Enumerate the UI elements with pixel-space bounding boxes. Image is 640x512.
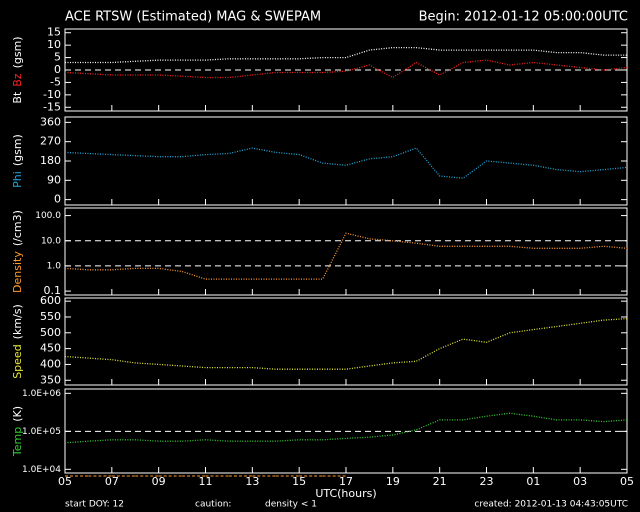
y-axis-label-part: Bz: [11, 73, 24, 87]
x-tick-label: 01: [526, 475, 540, 488]
y-tick-label: -5: [50, 75, 61, 88]
y-tick-label: 1.0E+04: [22, 465, 61, 475]
y-tick-label: 1.0E+06: [22, 389, 61, 399]
panel-frame: [64, 207, 628, 296]
series-line: [65, 46, 627, 64]
x-tick-label: 05: [620, 475, 634, 488]
series-line: [64, 232, 628, 280]
panel-frame: [64, 297, 628, 386]
y-tick-label: 0.1: [44, 284, 62, 297]
x-tick-label: 19: [386, 475, 400, 488]
caution: caution:: [195, 500, 231, 510]
panel-frame: [64, 116, 628, 206]
y-tick-label: 500: [40, 326, 61, 339]
y-axis-label-part: (gsm): [11, 36, 24, 68]
begin-time: Begin: 2012-01-12 05:00:00UTC: [419, 10, 628, 25]
y-tick-label: -10: [43, 88, 61, 101]
y-tick-label: 0: [54, 193, 61, 206]
y-tick-label: 600: [40, 294, 61, 307]
y-axis-label-part: (/cm3): [11, 210, 24, 246]
series-line: [64, 59, 628, 79]
x-tick-label: 03: [573, 475, 587, 488]
y-axis-label: Speed (km/s): [11, 304, 24, 379]
x-tick-label: 05: [58, 475, 72, 488]
y-axis-label-part: Bt: [11, 91, 24, 104]
y-axis-label-part: (km/s): [11, 304, 24, 339]
y-axis-label: Phi (gsm): [11, 134, 24, 188]
y-axis-label-part: Speed: [11, 344, 24, 378]
y-tick-label: 10: [47, 38, 61, 51]
y-tick-label: -15: [43, 100, 61, 113]
series-line: [64, 317, 628, 370]
y-axis-label-part: Density: [11, 251, 24, 293]
x-axis-label: UTC(hours): [315, 487, 376, 500]
y-tick-label: 550: [40, 310, 61, 323]
y-tick-label: 180: [40, 154, 61, 167]
y-axis-label: Bt Bz (gsm): [11, 36, 24, 103]
y-tick-label: 0: [54, 63, 61, 76]
y-tick-label: 5: [54, 51, 61, 64]
x-tick-label: 11: [199, 475, 213, 488]
title: ACE RTSW (Estimated) MAG & SWEPAM: [65, 10, 321, 25]
y-tick-label: 15: [47, 26, 61, 39]
y-tick-label: 10.0: [41, 236, 61, 246]
y-axis-label-part: Temp: [11, 427, 24, 457]
x-tick-label: 17: [339, 475, 353, 488]
series-line: [64, 147, 628, 179]
y-tick-label: 350: [40, 373, 61, 386]
y-tick-label: 270: [40, 135, 61, 148]
y-tick-label: 90: [47, 173, 61, 186]
series-line: [64, 412, 628, 444]
y-tick-label: 1.0E+05: [22, 427, 61, 437]
y-tick-label: 400: [40, 357, 61, 370]
x-tick-label: 23: [480, 475, 494, 488]
y-axis-label-part: Phi: [11, 171, 24, 188]
density-note: density < 1: [265, 500, 317, 510]
x-tick-label: 13: [245, 475, 259, 488]
y-axis-label: Density (/cm3): [11, 210, 24, 293]
x-tick-label: 15: [292, 475, 306, 488]
y-axis-label: Temp (K): [11, 406, 24, 457]
start-doy: start DOY: 12: [65, 500, 124, 510]
x-tick-label: 07: [105, 475, 119, 488]
y-tick-label: 360: [40, 115, 61, 128]
created: created: 2012-01-13 04:43:05UTC: [474, 500, 628, 510]
y-tick-label: 450: [40, 342, 61, 355]
x-tick-label: 21: [433, 475, 447, 488]
y-tick-label: 100.0: [35, 211, 61, 221]
y-axis-label-part: (K): [11, 406, 24, 422]
y-tick-label: 1.0: [47, 261, 62, 271]
x-tick-label: 09: [152, 475, 166, 488]
y-axis-label-part: (gsm): [11, 134, 24, 166]
